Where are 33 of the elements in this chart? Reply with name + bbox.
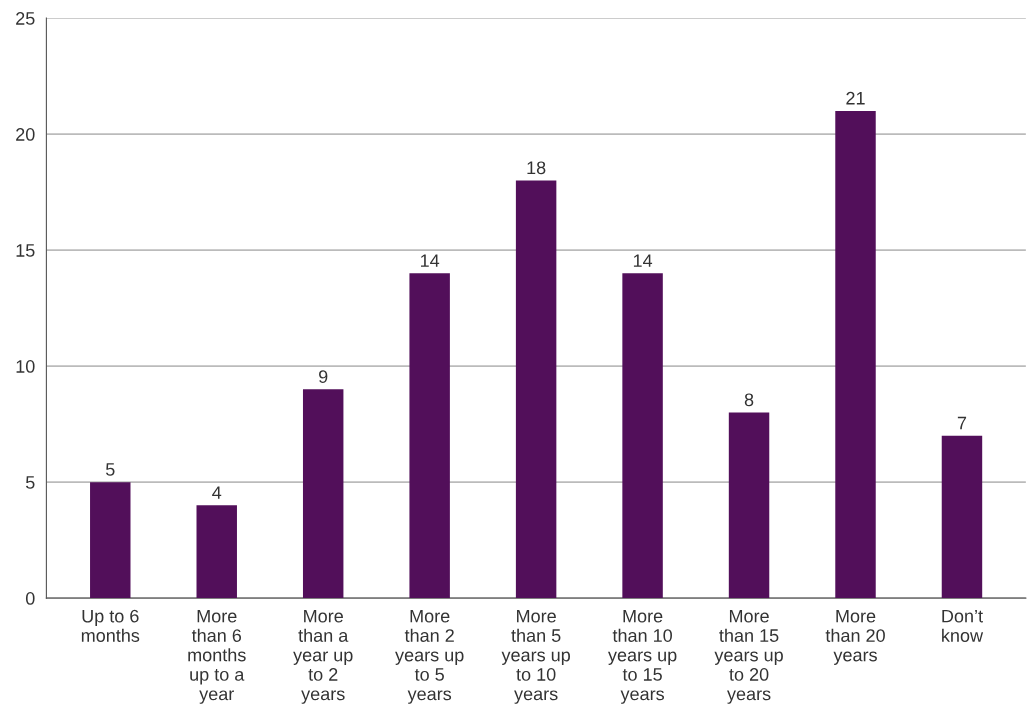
data-label: 14 [633,254,653,267]
data-label: 5 [105,463,115,476]
bar [622,273,663,599]
y-tick-label: 0 [25,592,35,605]
data-label: 18 [527,161,546,175]
y-tick-label: 20 [16,128,35,141]
y-tick-label: 5 [25,476,35,489]
x-tick-label: Don’t know [942,609,984,642]
data-label: 21 [846,91,865,105]
bar [835,110,876,599]
bar [302,389,344,599]
data-label: 7 [957,416,967,430]
bar [941,435,983,599]
x-tick-label: More than 15 years up to 20 years [714,609,783,704]
data-label: 14 [420,254,440,267]
bar [409,273,450,599]
x-tick-label: More than 5 years up to 10 years [501,609,570,704]
bar [728,412,770,599]
y-tick-label: 25 [16,12,35,25]
data-label: 9 [319,370,328,383]
x-tick-label: More than 10 years up to 15 years [608,609,677,704]
x-tick-label: Up to 6 months [81,609,140,642]
y-tick-label: 15 [16,244,35,257]
x-tick-label: More than 6 months up to a year [188,609,246,704]
bar [90,482,131,599]
x-tick-label: More than 20 years [825,609,885,665]
y-tick-label: 10 [16,360,35,373]
x-tick-label: More than a year up to 2 years [293,609,353,704]
bar [515,180,557,599]
bar [196,505,237,599]
data-label: 8 [744,393,754,407]
x-tick-label: More than 2 years up to 5 years [395,609,464,704]
data-label: 4 [212,486,222,499]
